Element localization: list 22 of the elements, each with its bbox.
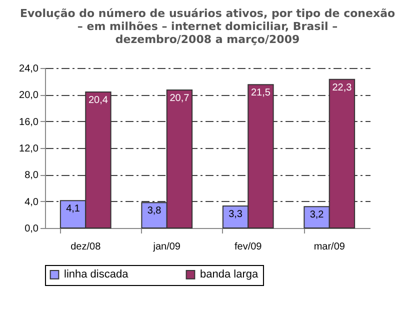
y-tick-label: 16,0	[19, 116, 39, 128]
legend-label: linha discada	[64, 268, 130, 281]
y-tick-label: 0,0	[24, 224, 39, 234]
data-label: 21,5	[250, 88, 271, 99]
y-tick-label: 12,0	[19, 144, 39, 154]
y-tick-label: 4,0	[24, 196, 39, 208]
chart-title: Evolução do número de usuários ativos, por tipo de conexão – em milhões – internet domiciliar, Brasil – dezembro/2008 a março/2009	[20, 7, 396, 46]
data-label: 20,4	[88, 95, 108, 106]
y-tick-label: 8,0	[24, 170, 39, 182]
data-label: 3,8	[147, 206, 162, 217]
data-label: 20,7	[170, 93, 190, 104]
data-label: 3,2	[310, 210, 324, 221]
y-tick-label: 24,0	[19, 64, 39, 74]
legend-label: banda larga	[200, 268, 259, 281]
data-label: 3,3	[228, 209, 243, 220]
data-label: 4,1	[66, 204, 80, 215]
x-tick-label: fev/09	[234, 242, 262, 252]
y-tick-label: 20,0	[19, 90, 39, 102]
x-tick-label: jan/09	[152, 242, 181, 252]
data-label: 22,3	[332, 82, 352, 94]
x-tick-label: mar/09	[314, 242, 346, 252]
x-tick-label: dez/08	[70, 242, 102, 252]
